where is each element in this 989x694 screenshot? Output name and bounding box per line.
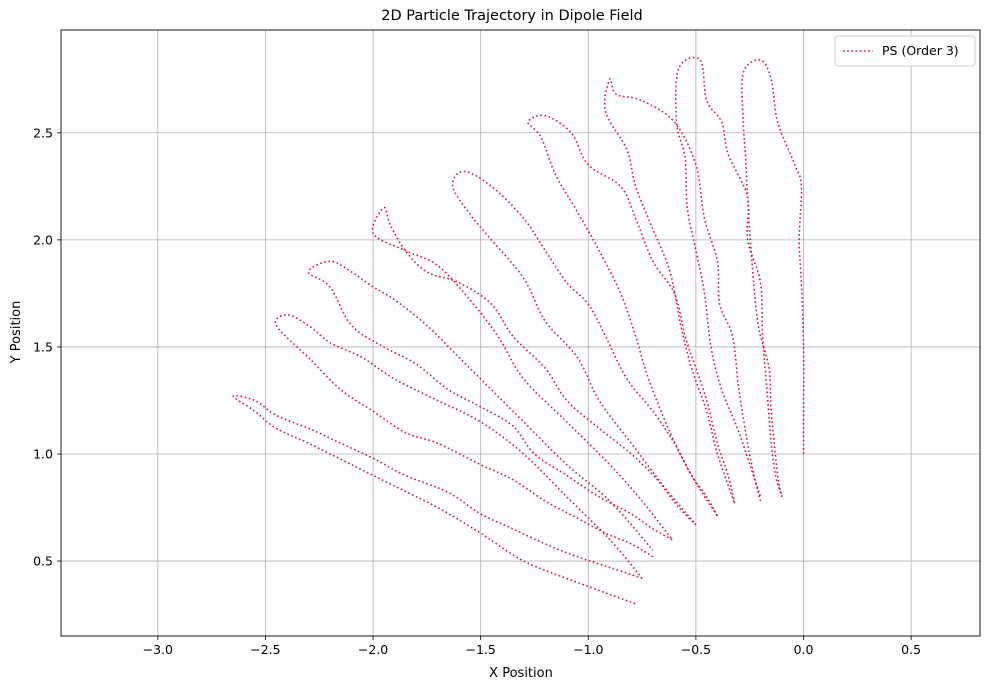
trajectory-line: [232, 394, 643, 605]
legend: PS (Order 3): [834, 35, 976, 67]
legend-series-label: PS (Order 3): [882, 43, 959, 58]
x-tick-label: −2.0: [358, 642, 388, 657]
y-axis-label: Y Position: [9, 301, 24, 365]
legend-box: [834, 35, 976, 67]
x-tick-label: 0.5: [901, 642, 921, 657]
y-tick-label: 1.5: [33, 339, 53, 354]
data-layer: [232, 56, 805, 605]
x-axis-label: X Position: [489, 666, 553, 681]
tick-layer: −3.0 −2.5 −2.0 −1.5 −1.0 −0.5 0.0 0.5 0.5 1.0 1.5 2…: [33, 125, 921, 657]
x-tick-label: −1.5: [466, 642, 496, 657]
trajectory-line: [603, 78, 762, 504]
trajectory-line: [527, 114, 736, 517]
y-tick-label: 0.5: [33, 554, 53, 569]
trajectory-line: [307, 260, 673, 551]
y-tick-label: 1.0: [33, 446, 53, 461]
x-tick-label: −3.0: [143, 642, 173, 657]
x-tick-label: −1.0: [573, 642, 603, 657]
chart-title: 2D Particle Trajectory in Dipole Field: [381, 8, 643, 24]
x-tick-label: −2.5: [250, 642, 280, 657]
y-tick-label: 2.5: [33, 125, 53, 140]
plot-frame: [60, 29, 981, 637]
y-tick-label: 2.0: [33, 232, 53, 247]
x-tick-label: 0.0: [794, 642, 814, 657]
trajectory-line: [274, 313, 654, 579]
x-tick-label: −0.5: [681, 642, 711, 657]
grid-layer: [61, 30, 980, 636]
